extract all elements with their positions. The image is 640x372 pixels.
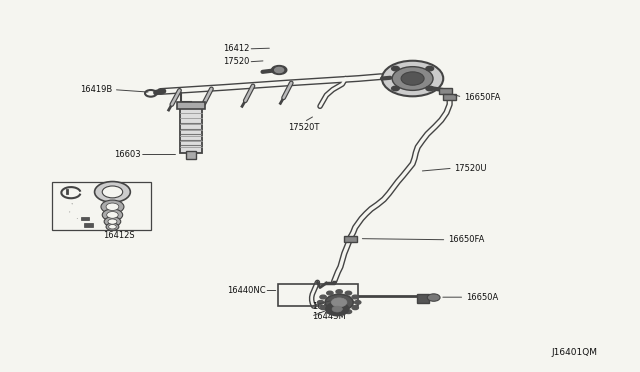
Circle shape <box>325 294 353 311</box>
Circle shape <box>104 217 121 227</box>
Circle shape <box>426 86 433 91</box>
Text: 16419B: 16419B <box>80 85 113 94</box>
Text: 16418M: 16418M <box>312 302 346 311</box>
Circle shape <box>345 310 351 314</box>
Text: 16412: 16412 <box>223 44 250 53</box>
Circle shape <box>101 200 124 214</box>
Circle shape <box>392 86 399 91</box>
Circle shape <box>107 212 118 218</box>
Circle shape <box>352 306 358 310</box>
Circle shape <box>336 290 342 294</box>
Circle shape <box>102 209 123 221</box>
Bar <box>81 217 90 221</box>
Circle shape <box>392 67 433 90</box>
Circle shape <box>326 291 333 295</box>
Circle shape <box>336 311 342 315</box>
Bar <box>278 284 358 307</box>
Bar <box>52 182 151 230</box>
Circle shape <box>320 306 326 310</box>
Circle shape <box>109 225 116 229</box>
Circle shape <box>382 61 444 96</box>
Circle shape <box>355 301 361 304</box>
Bar <box>417 294 429 303</box>
Text: 16440NC: 16440NC <box>227 286 266 295</box>
Bar <box>84 223 93 227</box>
Circle shape <box>426 66 433 71</box>
Bar <box>444 94 456 100</box>
Circle shape <box>317 301 324 304</box>
Bar <box>439 88 452 94</box>
Text: 17520U: 17520U <box>454 164 486 173</box>
Bar <box>177 102 205 109</box>
Text: 16650FA: 16650FA <box>464 93 500 102</box>
Circle shape <box>326 310 333 314</box>
Circle shape <box>106 223 119 231</box>
Circle shape <box>326 302 349 316</box>
Bar <box>179 105 202 153</box>
Text: 17520T: 17520T <box>289 123 320 132</box>
Bar <box>344 236 357 242</box>
Text: 16603: 16603 <box>115 150 141 159</box>
Bar <box>186 151 196 159</box>
Text: J16401QM: J16401QM <box>552 348 598 357</box>
Circle shape <box>102 186 123 198</box>
Text: 16650A: 16650A <box>466 293 498 302</box>
Circle shape <box>401 72 424 85</box>
Circle shape <box>271 65 287 74</box>
Circle shape <box>352 295 358 299</box>
Circle shape <box>332 306 342 312</box>
Text: 16412S: 16412S <box>103 231 134 240</box>
Circle shape <box>345 291 351 295</box>
Circle shape <box>392 66 399 71</box>
Circle shape <box>320 295 326 299</box>
Circle shape <box>106 203 119 211</box>
Circle shape <box>332 298 347 307</box>
Circle shape <box>95 182 131 202</box>
Circle shape <box>428 294 440 301</box>
Circle shape <box>275 67 284 73</box>
Circle shape <box>108 219 117 224</box>
Text: 17520: 17520 <box>223 57 250 66</box>
Text: 16650FA: 16650FA <box>448 235 484 244</box>
Text: 16443M: 16443M <box>312 312 346 321</box>
